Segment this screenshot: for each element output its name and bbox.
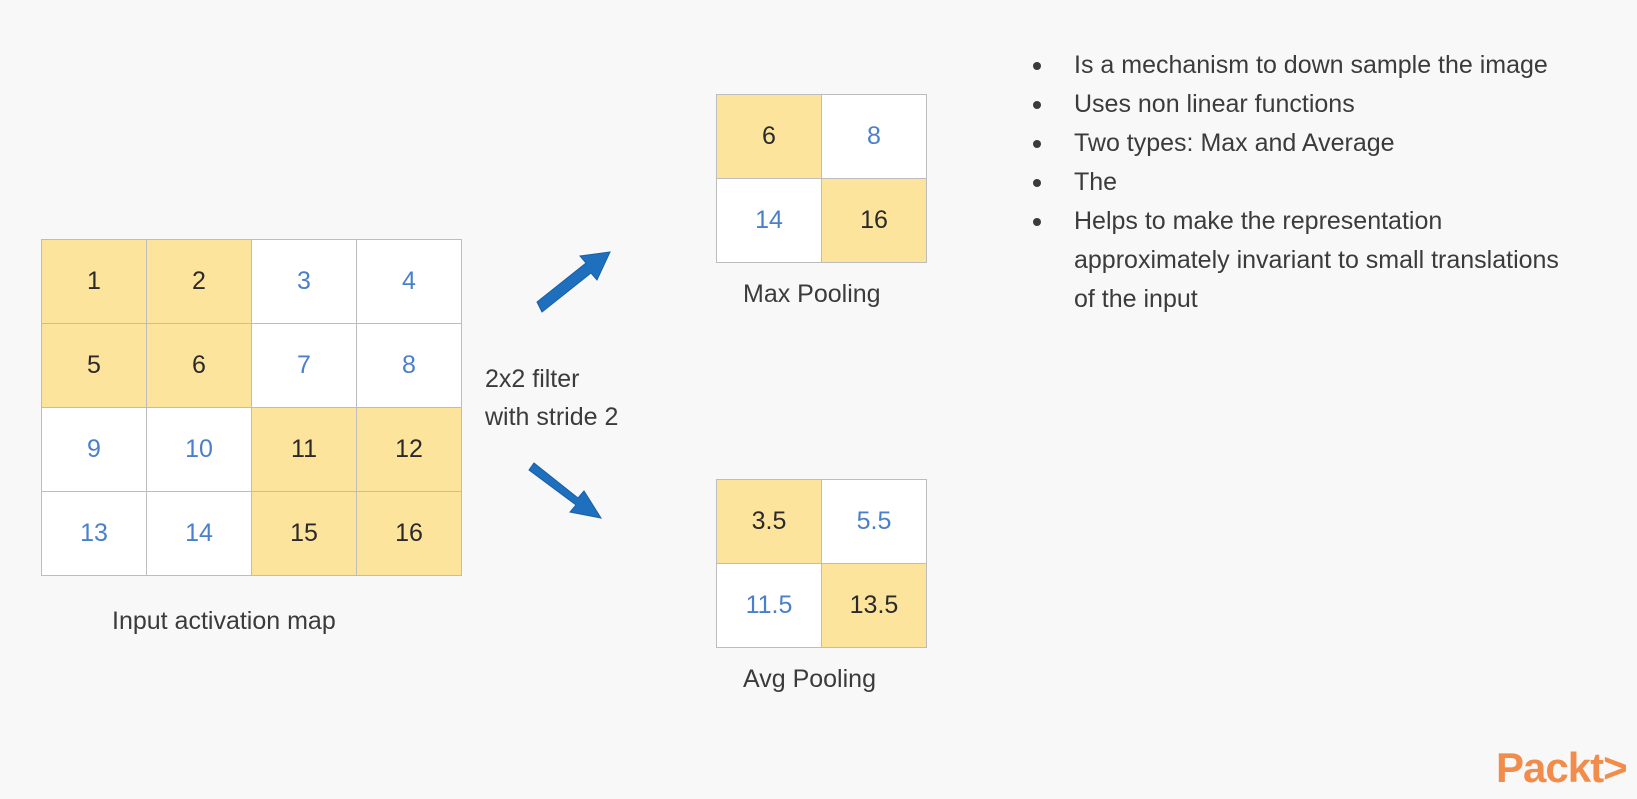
input-cell-12: 12 [357,408,462,492]
bullet-item: Helps to make the representation approxi… [1028,202,1568,319]
max-cell-1: 6 [717,95,822,179]
avg-pooling-grid: 3.5 5.5 11.5 13.5 [716,479,927,648]
avg-cell-4: 13.5 [822,564,927,648]
avg-pooling-caption: Avg Pooling [743,665,876,693]
input-cell-5: 5 [42,324,147,408]
bullet-item: The [1028,163,1568,202]
avg-cell-1: 3.5 [717,480,822,564]
input-caption: Input activation map [112,607,336,635]
packt-logo: Packt> [1496,744,1628,791]
filter-label-line-2: with stride 2 [485,403,619,431]
bullet-item: Is a mechanism to down sample the image [1028,46,1568,85]
input-activation-grid: 1 2 3 4 5 6 7 8 9 10 11 12 13 14 15 16 [41,239,462,576]
input-cell-6: 6 [147,324,252,408]
input-cell-11: 11 [252,408,357,492]
input-cell-14: 14 [147,492,252,576]
max-cell-2: 8 [822,95,927,179]
input-cell-7: 7 [252,324,357,408]
input-cell-3: 3 [252,240,357,324]
input-cell-2: 2 [147,240,252,324]
max-cell-4: 16 [822,179,927,263]
input-cell-13: 13 [42,492,147,576]
input-cell-4: 4 [357,240,462,324]
avg-cell-2: 5.5 [822,480,927,564]
max-pooling-caption: Max Pooling [743,280,881,308]
arrow-up-icon [536,251,611,313]
input-cell-8: 8 [357,324,462,408]
avg-cell-3: 11.5 [717,564,822,648]
filter-label-line-1: 2x2 filter [485,365,580,393]
input-cell-1: 1 [42,240,147,324]
input-cell-15: 15 [252,492,357,576]
bullet-item: Uses non linear functions [1028,85,1568,124]
arrow-down-icon [528,462,603,519]
max-pooling-grid: 6 8 14 16 [716,94,927,263]
max-cell-3: 14 [717,179,822,263]
input-cell-10: 10 [147,408,252,492]
input-cell-16: 16 [357,492,462,576]
bullet-item: Two types: Max and Average [1028,124,1568,163]
bullet-list: Is a mechanism to down sample the image … [1028,46,1568,319]
filter-label: 2x2 filter with stride 2 [485,360,618,436]
input-cell-9: 9 [42,408,147,492]
